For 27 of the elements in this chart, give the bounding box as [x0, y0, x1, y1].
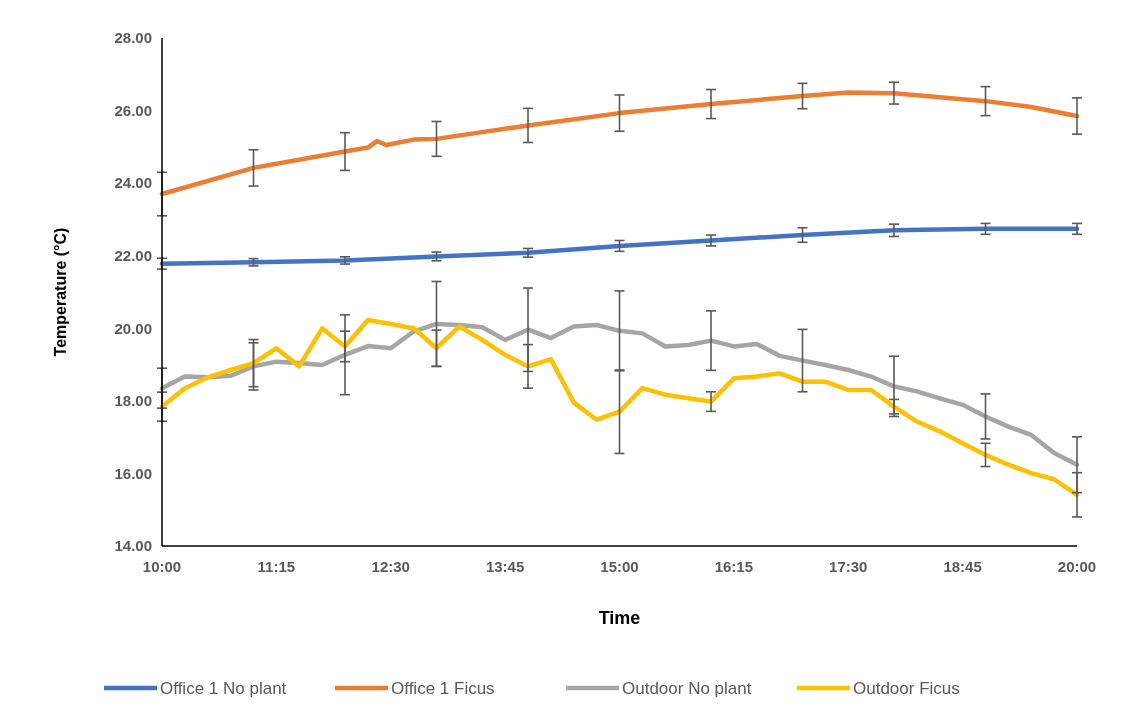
legend-label: Office 1 Ficus — [391, 678, 495, 698]
line-series — [159, 226, 1080, 266]
x-tick-label: 11:15 — [257, 558, 296, 575]
x-tick-label: 16:15 — [714, 558, 754, 575]
y-tick-label: 22.00 — [114, 246, 152, 264]
y-axis-title: Temperature (°C) — [52, 227, 69, 357]
y-tick-label: 16.00 — [114, 464, 152, 482]
x-tick-label: 12:30 — [371, 558, 410, 575]
line-series — [159, 317, 1080, 498]
y-tick-label: 20.00 — [114, 319, 152, 337]
x-tick-label: 18:45 — [943, 558, 982, 575]
y-tick-label: 18.00 — [114, 392, 152, 410]
legend-label: Outdoor Ficus — [853, 678, 960, 698]
x-tick-label: 10:00 — [142, 558, 182, 575]
x-tick-label: 13:45 — [485, 558, 525, 575]
y-tick-label: 28.00 — [114, 29, 152, 47]
line-series — [159, 321, 1080, 467]
line-series — [159, 90, 1080, 197]
x-axis-title: Time — [598, 608, 641, 628]
legend-label: Office 1 No plant — [160, 678, 287, 698]
y-tick-label: 24.00 — [114, 174, 152, 192]
x-tick-label: 17:30 — [829, 558, 868, 575]
y-tick-label: 14.00 — [114, 537, 152, 555]
legend-label: Outdoor No plant — [622, 678, 752, 698]
x-tick-label: 20:00 — [1057, 558, 1097, 575]
x-tick-label: 15:00 — [600, 558, 639, 575]
y-tick-label: 26.00 — [114, 101, 152, 119]
